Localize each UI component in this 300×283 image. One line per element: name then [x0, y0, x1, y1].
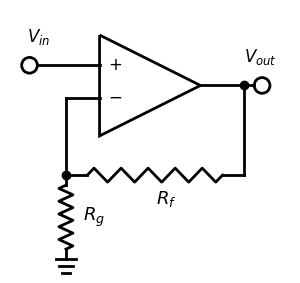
Text: +: + — [108, 56, 122, 74]
Text: −: − — [108, 89, 122, 107]
Text: $R_f$: $R_f$ — [156, 189, 176, 209]
Text: $R_g$: $R_g$ — [83, 205, 105, 229]
Text: $V_{in}$: $V_{in}$ — [27, 27, 50, 47]
Text: $V_{out}$: $V_{out}$ — [244, 47, 277, 67]
